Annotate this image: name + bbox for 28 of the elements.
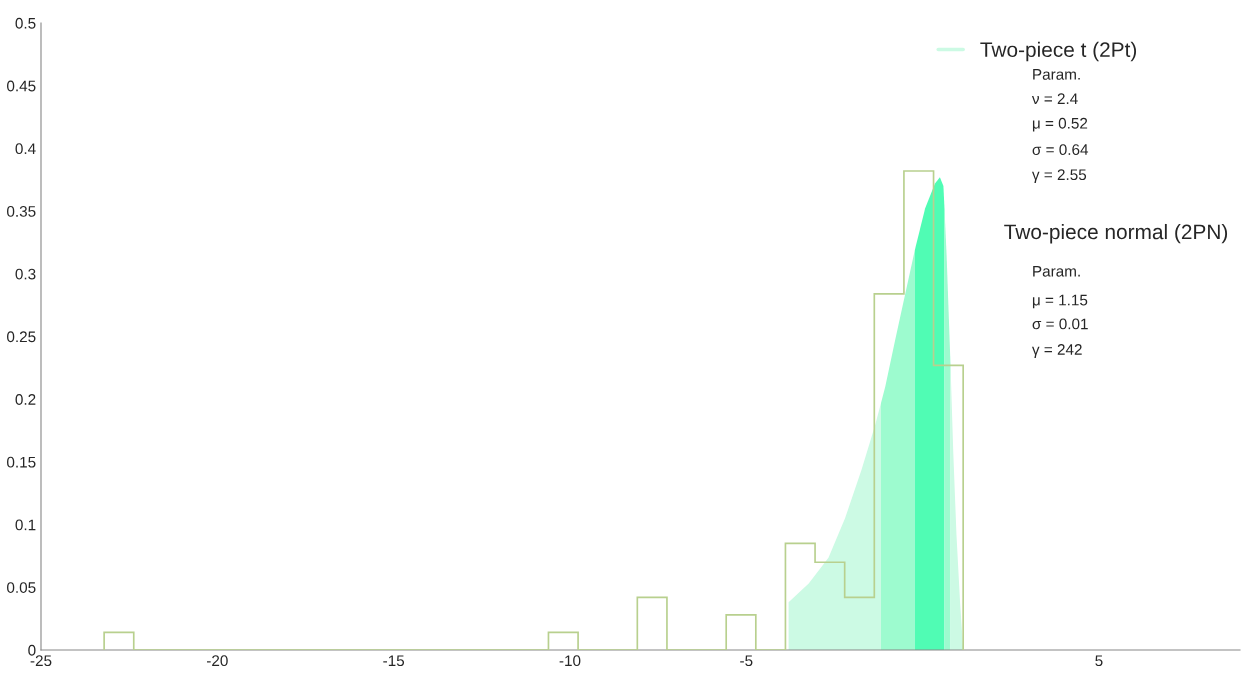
y-tick-label: 0.05	[7, 582, 36, 593]
x-tick-label: -10	[559, 655, 581, 667]
y-tick-label: 0.2	[15, 394, 36, 405]
x-tick-label: -25	[30, 655, 52, 667]
y-tick-label: 0.3	[15, 268, 36, 280]
annotation: Param.	[1033, 69, 1080, 80]
annotation: γ = 2.55	[1031, 169, 1087, 184]
y-tick-label: 0.4	[15, 143, 36, 155]
x-tick-label: 5	[1095, 655, 1103, 667]
y-tick-label: 0.5	[15, 17, 36, 29]
annotation: μ = 0.52	[1032, 117, 1088, 132]
legend-label: Two-piece t (2Pt)	[980, 41, 1137, 62]
annotation: Param.	[1033, 265, 1080, 277]
y-tick-label: 0.35	[7, 205, 36, 217]
x-tick-label: -5	[740, 655, 753, 667]
y-tick-label: 0.45	[7, 80, 36, 92]
x-tick-label: -15	[383, 655, 405, 667]
y-tick-label: 0.15	[7, 456, 36, 468]
x-tick-label: -20	[206, 655, 228, 667]
annotation: σ = 0.01	[1032, 318, 1088, 330]
y-tick-label: 0.25	[7, 331, 36, 343]
annotation: Two-piece normal (2PN)	[1004, 223, 1228, 244]
y-tick-label: 0	[28, 644, 36, 656]
annotation: μ = 1.15	[1032, 294, 1088, 309]
annotation: σ = 0.64	[1032, 144, 1089, 156]
y-tick-label: 0.1	[15, 519, 36, 531]
annotation: γ = 242	[1031, 344, 1082, 358]
annotation: ν = 2.4	[1031, 93, 1078, 104]
